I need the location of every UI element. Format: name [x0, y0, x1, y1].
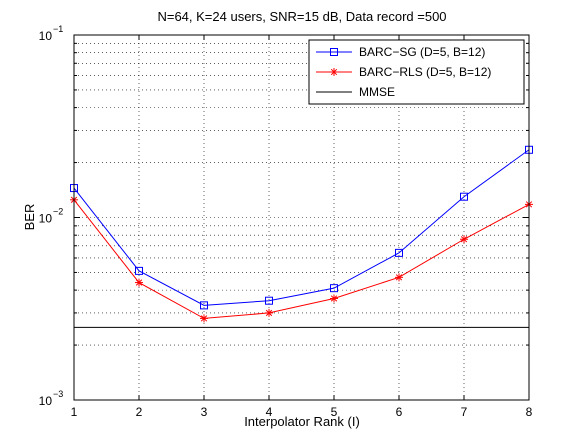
data-point — [395, 248, 403, 257]
legend-marker — [330, 48, 338, 56]
data-point — [330, 294, 338, 303]
marker-stroke — [460, 236, 468, 243]
y-tick-exponent: −2 — [53, 207, 63, 217]
marker-stroke — [330, 295, 338, 302]
y-tick-label: 10 — [39, 29, 53, 43]
series-0 — [70, 145, 533, 310]
y-tick-exponent: −3 — [53, 389, 63, 399]
data-point — [460, 235, 468, 244]
data-point — [395, 273, 403, 282]
axis-ticks: 1 2 3 4 5 6 7 810−310−210−1 — [39, 24, 533, 419]
marker-stroke — [265, 309, 273, 317]
chart-title: N=64, K=24 users, SNR=15 dB, Data record… — [157, 9, 446, 24]
legend-label: MMSE — [359, 85, 395, 99]
x-tick-label: 8 — [526, 405, 533, 419]
data-point — [460, 192, 468, 201]
legend-item: BARC−SG (D=5, B=12) — [316, 45, 485, 59]
legend-label: BARC−RLS (D=5, B=12) — [359, 65, 491, 79]
marker-stroke — [200, 315, 208, 322]
marker-stroke — [395, 274, 403, 281]
data-point — [135, 278, 143, 287]
data-point — [330, 284, 338, 293]
data-point — [265, 296, 273, 305]
data-point — [135, 266, 143, 275]
legend-item: BARC−RLS (D=5, B=12) — [316, 65, 491, 79]
series-layer — [70, 145, 533, 328]
x-tick-label: 2 — [136, 405, 143, 419]
series-line — [73, 149, 530, 306]
legend: BARC−SG (D=5, B=12) BARC−RLS (D=5, B=12) M… — [308, 39, 525, 105]
y-tick-label: 10 — [39, 212, 53, 226]
y-axis-label: BER — [22, 204, 37, 231]
x-tick-label: 4 — [266, 405, 273, 419]
marker-stroke — [135, 279, 143, 286]
x-axis-label: Interpolator Rank (I) — [244, 414, 360, 429]
x-tick-label: 6 — [396, 405, 403, 419]
data-point — [265, 308, 273, 317]
x-tick-label: 1 — [71, 405, 78, 419]
series-1 — [70, 195, 533, 323]
series-line — [73, 199, 530, 319]
legend-item: MMSE — [316, 85, 395, 99]
x-tick-label: 5 — [331, 405, 338, 419]
data-point — [200, 314, 208, 323]
x-tick-label: 3 — [201, 405, 208, 419]
y-tick-label: 10 — [39, 394, 53, 408]
legend-label: BARC−SG (D=5, B=12) — [359, 45, 485, 59]
marker-stroke — [330, 68, 338, 76]
y-tick-exponent: −1 — [53, 24, 63, 34]
legend-marker — [330, 68, 338, 76]
data-point — [200, 301, 208, 310]
x-tick-label: 7 — [461, 405, 468, 419]
